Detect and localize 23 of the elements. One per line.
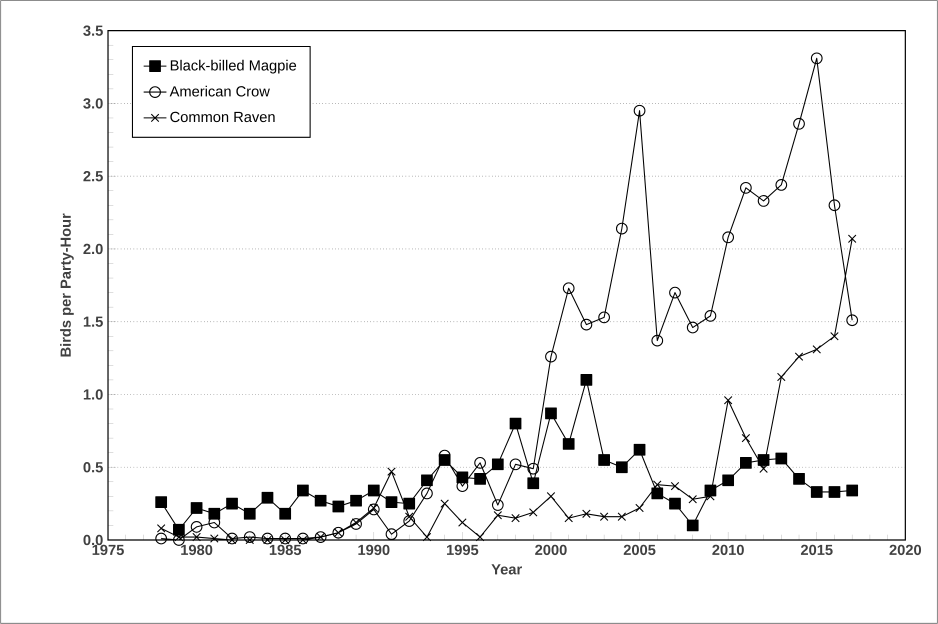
x-tick-label: 1975: [92, 544, 124, 556]
x-tick-label: 2005: [624, 544, 656, 556]
x-tick-label: 1990: [358, 544, 390, 556]
x-tick-label: 2020: [890, 544, 922, 556]
y-tick-label: 2.0: [83, 244, 103, 254]
y-tick-label: 0.0: [83, 534, 103, 546]
y-axis-title: Birds per Party-Hour: [60, 213, 74, 356]
y-tick-label: 1.0: [84, 389, 103, 400]
y-tick-label: 0.5: [83, 462, 103, 472]
x-tick-label: 2010: [712, 544, 744, 556]
y-tick-label: 3.0: [83, 98, 103, 109]
x-tick-label: 1995: [446, 544, 478, 556]
legend-label: American Crow: [170, 86, 270, 97]
legend-label: Black-billed Magpie: [170, 60, 296, 74]
y-tick-label: 2.5: [83, 171, 103, 182]
x-axis-title: Year: [491, 564, 522, 574]
x-tick-label: 1985: [270, 544, 302, 556]
y-tick-label: 3.5: [83, 25, 103, 36]
legend-label: Common Raven: [170, 112, 275, 122]
x-tick-label: 2015: [800, 544, 833, 556]
x-tick-label: 2000: [535, 544, 567, 556]
x-tick-label: 1980: [181, 544, 212, 556]
y-tick-label: 1.5: [84, 316, 103, 327]
